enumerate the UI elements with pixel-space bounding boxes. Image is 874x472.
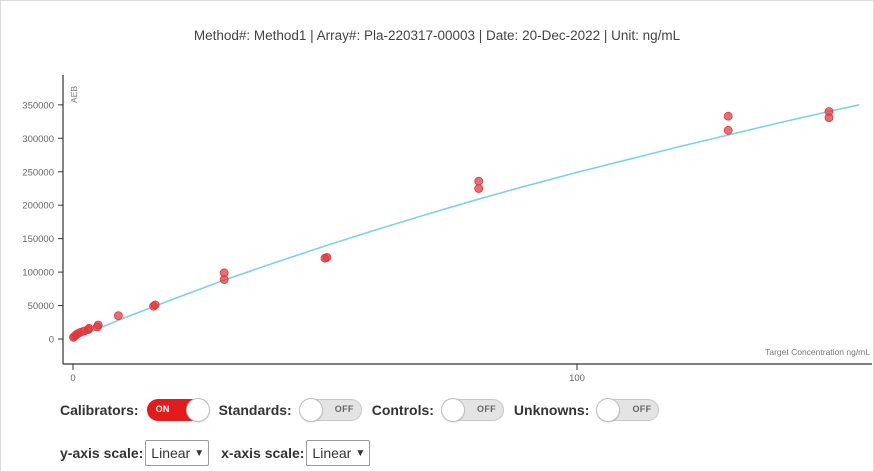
calibrator-point xyxy=(474,184,484,193)
standards-toggle[interactable]: OFF xyxy=(299,399,362,421)
x-scale-value: Linear xyxy=(312,445,352,461)
y-tick-label: 50000 xyxy=(28,301,54,312)
x-scale-select[interactable]: Linear ▼ xyxy=(306,440,371,466)
calibrators-label: Calibrators: xyxy=(60,402,139,418)
calibrator-point xyxy=(474,176,484,186)
calibrator-point xyxy=(723,125,733,135)
y-scale-select[interactable]: Linear ▼ xyxy=(145,440,210,466)
y-tick-label: 0 xyxy=(49,335,54,346)
calibrator-point xyxy=(84,323,94,333)
fit-curve-line xyxy=(72,104,860,340)
standards-label: Standards: xyxy=(218,402,292,418)
x-axis-label: Target Concentration ng/mL xyxy=(765,347,870,357)
y-tick-label: 250000 xyxy=(22,167,54,178)
chart-title: Method#: Method1 | Array#: Pla-220317-00… xyxy=(193,28,681,43)
y-tick-label: 150000 xyxy=(22,234,54,245)
toggle-knob xyxy=(186,399,209,421)
toggle-knob xyxy=(299,399,322,421)
controls-control: Controls: OFF xyxy=(372,399,504,421)
calibrators-control: Calibrators: ON xyxy=(60,399,209,421)
y-axis-label: AEB xyxy=(69,86,79,103)
y-scale-value: Linear xyxy=(151,445,191,461)
unknowns-label: Unknowns: xyxy=(513,402,590,418)
chevron-down-icon: ▼ xyxy=(355,447,366,459)
toggle-knob xyxy=(441,399,464,421)
controls-label: Controls: xyxy=(371,402,434,418)
series-toggles: Calibrators: ON Standards: OFF Controls:… xyxy=(60,399,669,421)
axis-scale-controls: y-axis scale: Linear ▼ x-axis scale: Lin… xyxy=(60,440,382,466)
y-scale-group: y-axis scale: Linear ▼ xyxy=(60,440,210,466)
calibrators-toggle[interactable]: ON xyxy=(146,399,209,421)
chart-plot: 0 50000 100000 150000 200000 250000 300000 3500… xyxy=(22,75,872,384)
y-scale-label: y-axis scale: xyxy=(60,445,144,461)
controls-toggle-state: OFF xyxy=(477,404,496,414)
toggle-knob xyxy=(597,399,620,421)
y-tick-label: 200000 xyxy=(22,201,54,212)
y-tick-label: 350000 xyxy=(22,100,54,111)
standards-control: Standards: OFF xyxy=(219,399,362,421)
x-tick-label: 100 xyxy=(569,373,585,384)
calibrator-point xyxy=(93,320,103,330)
calibrator-point xyxy=(824,107,834,116)
calibrator-point xyxy=(114,311,123,321)
unknowns-toggle-state: OFF xyxy=(632,404,652,414)
calibrator-point xyxy=(322,252,332,262)
unknowns-toggle[interactable]: OFF xyxy=(597,399,660,421)
y-tick-label: 300000 xyxy=(22,134,54,145)
calibrator-point xyxy=(219,268,229,278)
calibrator-point xyxy=(150,300,160,310)
standards-toggle-state: OFF xyxy=(334,404,354,414)
x-tick-label: 0 xyxy=(70,373,75,384)
x-scale-group: x-axis scale: Linear ▼ xyxy=(221,440,371,466)
x-scale-label: x-axis scale: xyxy=(221,445,305,461)
chevron-down-icon: ▼ xyxy=(194,447,205,459)
unknowns-control: Unknowns: OFF xyxy=(513,399,660,421)
controls-toggle[interactable]: OFF xyxy=(441,399,504,421)
calibrator-point xyxy=(723,111,733,121)
calibrators-toggle-state: ON xyxy=(155,404,170,414)
y-tick-label: 100000 xyxy=(22,268,54,279)
